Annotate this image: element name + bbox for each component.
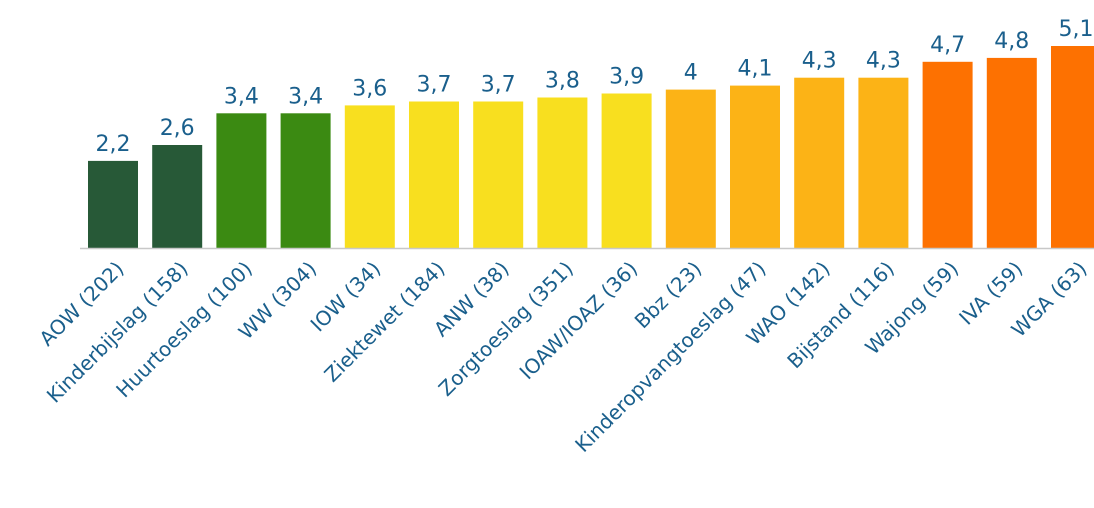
bar <box>858 77 909 248</box>
data-label: 3,6 <box>352 76 387 101</box>
data-label: 5,1 <box>1059 17 1094 42</box>
bars-group <box>88 46 1094 249</box>
data-label: 3,9 <box>609 65 644 90</box>
bar <box>152 145 203 248</box>
data-label: 4 <box>684 61 698 86</box>
data-label: 4,3 <box>866 49 901 74</box>
data-label: 4,1 <box>738 57 773 82</box>
data-label: 3,4 <box>288 84 323 109</box>
bar <box>665 89 716 248</box>
data-label: 4,8 <box>994 29 1029 54</box>
bar <box>1051 46 1094 248</box>
data-label: 2,6 <box>160 116 195 141</box>
category-labels-group: AOW (202)Kinderbijslag (158)Huurtoeslag … <box>35 257 1092 457</box>
data-label: 4,7 <box>930 33 965 58</box>
value-labels-group: 2,2 2,6 3,4 3,4 3,6 3,7 3,7 3,8 3,9 4 4,1 4,3 4,3 4,7… <box>96 17 1094 157</box>
data-label: 2,2 <box>96 132 131 157</box>
data-label: 3,7 <box>481 73 516 98</box>
bar <box>601 93 652 248</box>
data-label: 3,7 <box>417 73 452 98</box>
bar <box>473 101 524 248</box>
bar <box>986 57 1037 249</box>
bar <box>280 113 331 248</box>
bar <box>730 85 780 248</box>
bar <box>344 105 395 249</box>
bar <box>88 160 138 248</box>
data-label: 3,4 <box>224 84 259 109</box>
bar <box>216 113 267 248</box>
bar <box>409 101 459 248</box>
data-label: 4,3 <box>802 49 837 74</box>
bar <box>537 97 588 248</box>
bar <box>922 61 973 248</box>
data-label: 3,8 <box>545 69 580 94</box>
category-label: Ziektewet (184) <box>319 257 449 387</box>
category-label: IOAW/IOAZ (36) <box>515 257 643 385</box>
bar <box>794 77 845 248</box>
